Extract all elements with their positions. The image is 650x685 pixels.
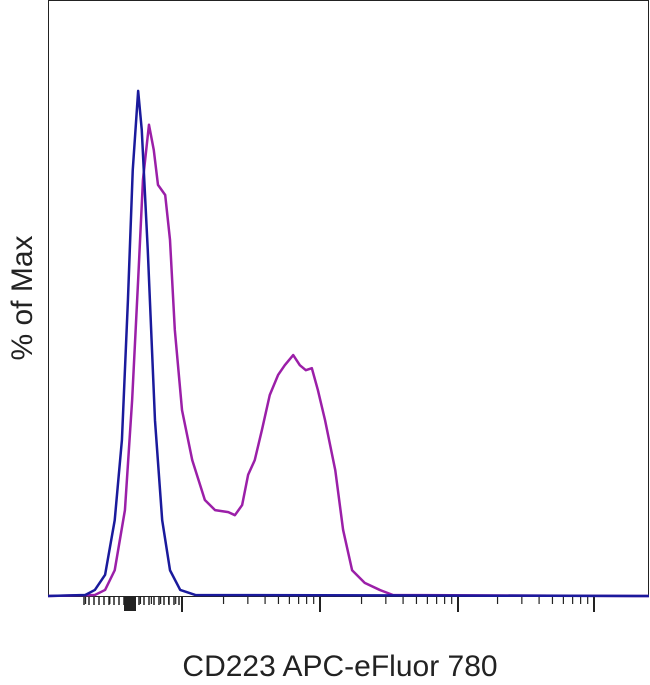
- y-axis-label: % of Max: [6, 235, 39, 360]
- series-line: [47, 123, 650, 598]
- axis-tick-block: [124, 597, 136, 611]
- x-axis-label: CD223 APC-eFluor 780: [182, 650, 497, 683]
- series-line: [47, 89, 650, 598]
